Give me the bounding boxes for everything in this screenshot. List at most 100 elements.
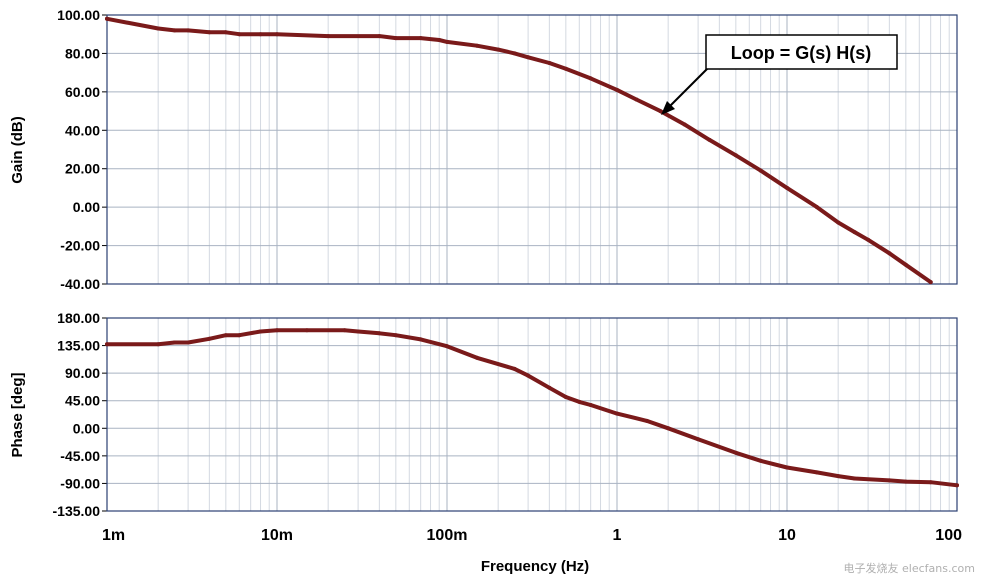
annotation-arrow xyxy=(667,65,711,109)
gain-point xyxy=(563,66,568,71)
gain-point xyxy=(105,16,109,21)
phase-point xyxy=(304,328,309,333)
gain-point xyxy=(615,87,619,92)
y-tick-label: -40.00 xyxy=(60,276,100,292)
gain-point xyxy=(223,30,228,35)
phase-point xyxy=(563,395,568,399)
x-tick-label: 100m xyxy=(427,527,468,544)
y-tick-label: 0.00 xyxy=(73,199,100,215)
phase-point xyxy=(377,331,382,336)
y-tick-label: -20.00 xyxy=(60,238,100,254)
y-tick-label: -90.00 xyxy=(60,475,100,491)
y-tick-label: 20.00 xyxy=(65,161,100,177)
gain-point xyxy=(785,185,789,190)
phase-point xyxy=(186,340,191,345)
annotation-callout: Loop = G(s) H(s) xyxy=(661,34,898,115)
y-tick-label: 45.00 xyxy=(65,393,100,409)
phase-point xyxy=(393,333,398,338)
gain-point xyxy=(418,36,423,41)
phase-point xyxy=(733,450,738,455)
gain-point xyxy=(258,32,263,37)
x-tick-label: 10 xyxy=(778,527,796,544)
plot-frame xyxy=(106,14,958,285)
gain-point xyxy=(496,47,501,52)
gain-point xyxy=(928,280,933,285)
y-tick-label: 135.00 xyxy=(57,338,100,354)
gain-point xyxy=(758,168,763,173)
phase-point xyxy=(156,342,161,347)
gain-point xyxy=(866,237,871,242)
gain-point xyxy=(634,97,639,102)
gain-axis-label: Gain (dB) xyxy=(9,116,26,184)
phase-point xyxy=(237,333,242,338)
gain-point xyxy=(547,61,552,65)
phase-point xyxy=(512,366,517,371)
phase-point xyxy=(526,373,531,378)
gain-point xyxy=(887,251,892,256)
plot-frame xyxy=(106,317,958,512)
gain-point xyxy=(658,109,663,114)
phase-point xyxy=(903,479,908,484)
gain-point xyxy=(852,230,857,235)
phase-point xyxy=(547,385,552,390)
frequency-axis-label: Frequency (Hz) xyxy=(481,558,589,575)
phase-point xyxy=(615,411,619,416)
phase-point xyxy=(588,403,593,407)
annotation-box xyxy=(705,34,898,70)
gain-point xyxy=(156,26,161,31)
phase-point xyxy=(852,476,857,481)
gain-point xyxy=(207,30,212,35)
gain-point xyxy=(707,137,712,142)
y-tick-label: 0.00 xyxy=(73,420,100,436)
gain-point xyxy=(526,55,531,60)
gain-point xyxy=(393,36,398,41)
phase-point xyxy=(666,426,671,431)
gain-point xyxy=(682,122,687,127)
x-tick-label: 100 xyxy=(935,527,962,544)
phase-point xyxy=(814,470,819,475)
gain-point xyxy=(903,262,908,267)
x-tick-label: 10m xyxy=(261,527,293,544)
phase-point xyxy=(836,474,841,479)
phase-point xyxy=(696,437,701,442)
y-tick-label: 40.00 xyxy=(65,122,100,138)
gain-point xyxy=(814,205,819,210)
phase-point xyxy=(105,342,109,347)
phase-point xyxy=(785,465,789,470)
phase-axis-label: Phase [deg] xyxy=(9,372,26,457)
gain-point xyxy=(512,51,517,56)
gain-point xyxy=(733,153,738,158)
annotation-label: Loop = G(s) H(s) xyxy=(731,43,872,63)
phase-point xyxy=(928,480,933,485)
phase-point xyxy=(644,418,649,423)
gain-point xyxy=(437,38,442,42)
phase-point xyxy=(577,399,582,404)
y-tick-label: -135.00 xyxy=(53,503,101,519)
gain-point xyxy=(275,32,279,37)
phase-point xyxy=(955,483,959,488)
phase-point xyxy=(207,336,212,341)
phase-point xyxy=(758,458,763,463)
annotation-arrowhead xyxy=(661,101,675,115)
gain-point xyxy=(377,34,382,39)
x-tick-label: 1 xyxy=(613,527,622,544)
phase-point xyxy=(258,329,263,334)
x-tick-label: 1m xyxy=(102,527,125,544)
phase-point xyxy=(474,355,479,360)
gain-point xyxy=(237,32,242,37)
phase-point xyxy=(445,344,449,349)
phase-point xyxy=(887,478,892,483)
phase-point xyxy=(275,328,279,333)
gain-point xyxy=(326,34,331,39)
y-tick-label: 100.00 xyxy=(57,7,100,23)
y-tick-label: 60.00 xyxy=(65,84,100,100)
y-tick-label: 80.00 xyxy=(65,45,100,61)
phase-chart: 180.00 135.00 90.00 45.00 0.00 -45.00 -90.00 -1… xyxy=(53,310,963,544)
y-tick-label: 180.00 xyxy=(57,310,100,326)
y-tick-label: -45.00 xyxy=(60,448,100,464)
gain-point xyxy=(186,28,191,33)
gain-point xyxy=(172,28,177,33)
watermark: 电子发烧友 elecfans.com xyxy=(844,561,975,575)
